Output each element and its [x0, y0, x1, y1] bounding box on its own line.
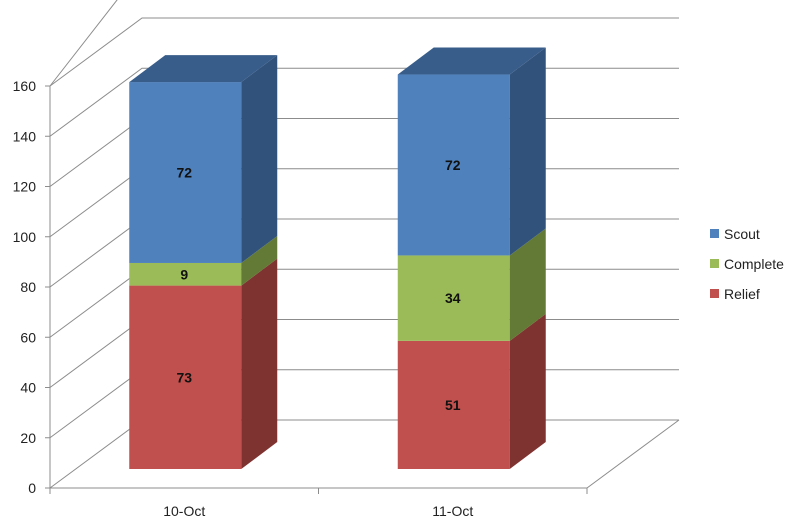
legend: Scout Complete Relief	[710, 226, 784, 302]
gridline-160	[49, 17, 679, 87]
y-tick-label: 40	[20, 380, 36, 396]
bars	[129, 47, 546, 469]
bar-top-11-oct	[397, 47, 546, 75]
bar-front-scout-10-oct	[129, 82, 242, 263]
legend-label-relief: Relief	[724, 286, 760, 302]
bar-side-relief-11-oct	[509, 313, 546, 469]
bar-front-relief-10-oct	[129, 285, 242, 469]
bar-front-complete-11-oct	[397, 255, 510, 341]
y-tick-label: 100	[13, 229, 37, 245]
data-label-complete: 9	[180, 266, 188, 282]
legend-label-scout: Scout	[724, 226, 760, 242]
bar-side-relief-10-oct	[241, 258, 278, 469]
bar-front-complete-10-oct	[129, 262, 242, 286]
y-tick-label: 60	[20, 329, 36, 345]
bar-front-relief-11-oct	[397, 340, 510, 469]
bar-side-complete-11-oct	[509, 228, 546, 341]
y-tick-label: 20	[20, 430, 36, 446]
data-label-relief: 51	[445, 397, 461, 413]
y-tick-label: 140	[13, 128, 37, 144]
legend-label-complete: Complete	[724, 256, 784, 272]
legend-swatch-scout	[710, 229, 719, 238]
x-tick-label: 11-Oct	[432, 503, 473, 519]
data-label-scout: 72	[445, 157, 461, 173]
y-tick-label: 160	[13, 78, 37, 94]
data-label-complete: 34	[445, 290, 461, 306]
side-wall-top-edge	[49, 0, 118, 87]
bar-top-10-oct	[129, 55, 278, 83]
bar-side-scout-10-oct	[241, 55, 278, 263]
x-tick-label: 10-Oct	[163, 503, 205, 519]
bar-side-scout-11-oct	[509, 47, 546, 256]
y-tick-label: 80	[20, 279, 36, 295]
data-label-scout: 72	[176, 165, 192, 181]
y-tick-label: 120	[13, 179, 37, 195]
legend-swatch-relief	[710, 289, 719, 298]
bar-side-complete-10-oct	[241, 235, 278, 286]
axes: 0 20 40 60 80 100 120 140 160 10-Oct 11-Oct	[13, 78, 680, 519]
bar-front-scout-11-oct	[397, 74, 510, 256]
legend-swatch-complete	[710, 259, 719, 268]
y-tick-label: 0	[28, 480, 36, 496]
data-label-relief: 73	[176, 369, 192, 385]
floor-right-edge	[586, 419, 680, 489]
data-labels: 73 9 72 51 34 72	[176, 157, 460, 413]
